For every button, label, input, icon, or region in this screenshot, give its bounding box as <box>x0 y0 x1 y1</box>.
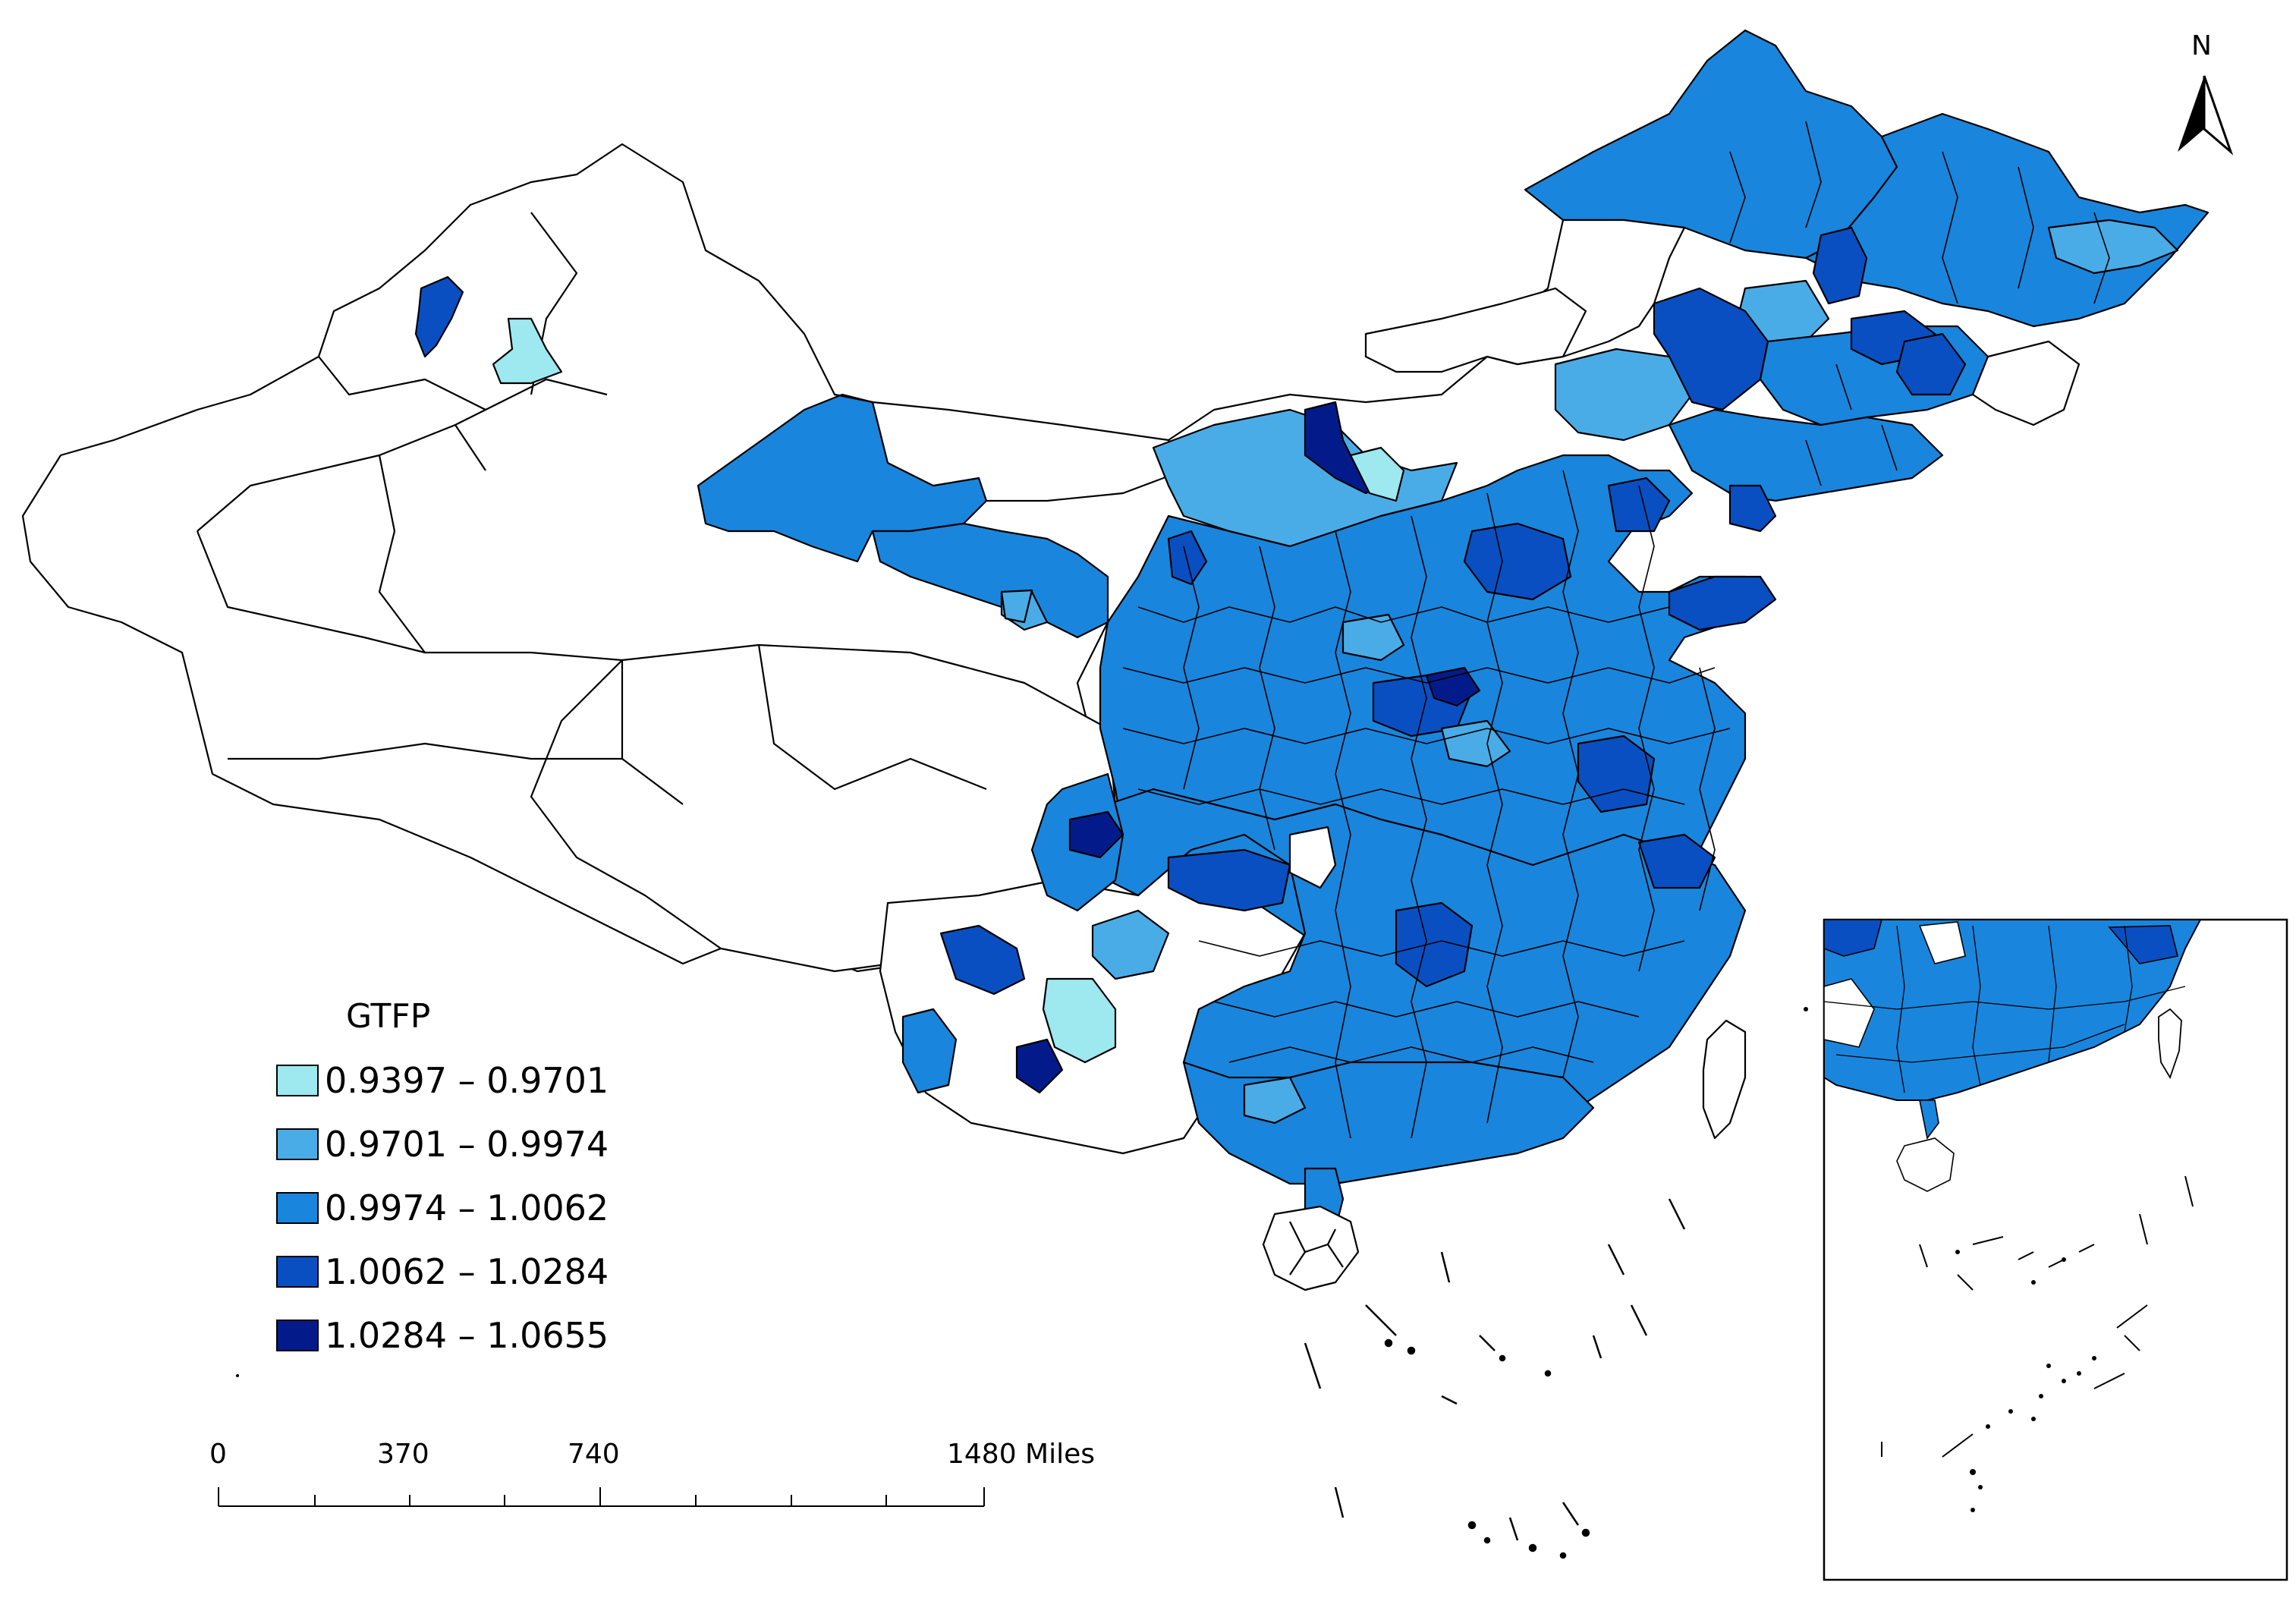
legend-label: 0.9397 – 0.9701 <box>325 1060 609 1101</box>
region-jilin-east <box>1895 332 1967 396</box>
legend-item: 0.9974 – 1.0062 <box>276 1187 609 1228</box>
legend-swatch <box>276 1065 319 1096</box>
region-liaoning <box>1668 408 1944 502</box>
region-tianjin <box>1607 477 1671 533</box>
south-china-sea-inset <box>1823 918 2288 1581</box>
legend-label: 0.9701 – 0.9974 <box>325 1124 609 1165</box>
legend-item: 1.0284 – 1.0655 <box>276 1315 609 1356</box>
north-arrow-icon <box>2178 75 2234 156</box>
region-guizhou-light <box>1091 909 1170 980</box>
scale-label: 740 <box>568 1439 620 1470</box>
region-guangdong <box>1182 1061 1595 1185</box>
south-china-sea-islands <box>1304 1198 1686 1559</box>
region-chengdu <box>1068 810 1124 859</box>
region-henan-dark <box>1425 666 1481 707</box>
region-light-anhui <box>1440 719 1511 768</box>
region-chongqing <box>1167 848 1291 912</box>
legend-label: 1.0062 – 1.0284 <box>325 1251 609 1292</box>
region-light-south <box>1243 1076 1307 1125</box>
legend-title: GTFP <box>346 997 431 1036</box>
region-shandong <box>1668 575 1777 631</box>
region-urumqi <box>492 317 563 385</box>
legend-label: 1.0284 – 1.0655 <box>325 1315 609 1356</box>
region-heihe <box>1812 226 1868 305</box>
region-gansu <box>871 522 1109 639</box>
region-hebei <box>1463 522 1572 601</box>
region-anhui <box>1577 735 1656 813</box>
region-yunnan-north <box>939 924 1026 996</box>
legend-item: 0.9701 – 0.9974 <box>276 1124 609 1165</box>
region-yunnan-west <box>901 1008 958 1094</box>
region-hunan <box>1395 901 1474 988</box>
legend-swatch <box>276 1128 319 1160</box>
region-jiamusi <box>2047 219 2179 275</box>
region-alxa <box>697 393 988 563</box>
legend-item: 0.9397 – 0.9701 <box>276 1060 609 1101</box>
region-hohhot <box>1349 446 1405 502</box>
legend-swatch <box>276 1256 319 1288</box>
region-zhejiang <box>1637 833 1716 889</box>
scale-label: 1480 Miles <box>947 1439 1096 1470</box>
region-tongliao <box>1653 287 1769 411</box>
region-light-sx2 <box>1000 589 1033 624</box>
region-taiwan <box>1702 1019 1747 1140</box>
region-ningxia <box>1167 530 1208 586</box>
region-light-shanxi <box>1341 613 1405 662</box>
legend-swatch <box>276 1192 319 1224</box>
region-ili <box>414 275 464 358</box>
region-kunming <box>1042 977 1117 1064</box>
scale-label: 0 <box>209 1439 227 1470</box>
legend-swatch <box>276 1320 319 1351</box>
region-yunnan-south <box>1015 1038 1064 1094</box>
legend-label: 0.9974 – 1.0062 <box>325 1187 609 1228</box>
scale-label: 370 <box>377 1439 429 1470</box>
region-hainan <box>1262 1205 1360 1291</box>
north-label: N <box>2191 30 2212 61</box>
legend-item: 1.0062 – 1.0284 <box>276 1251 609 1292</box>
scale-bar <box>218 1487 985 1507</box>
region-dalian <box>1728 484 1777 533</box>
